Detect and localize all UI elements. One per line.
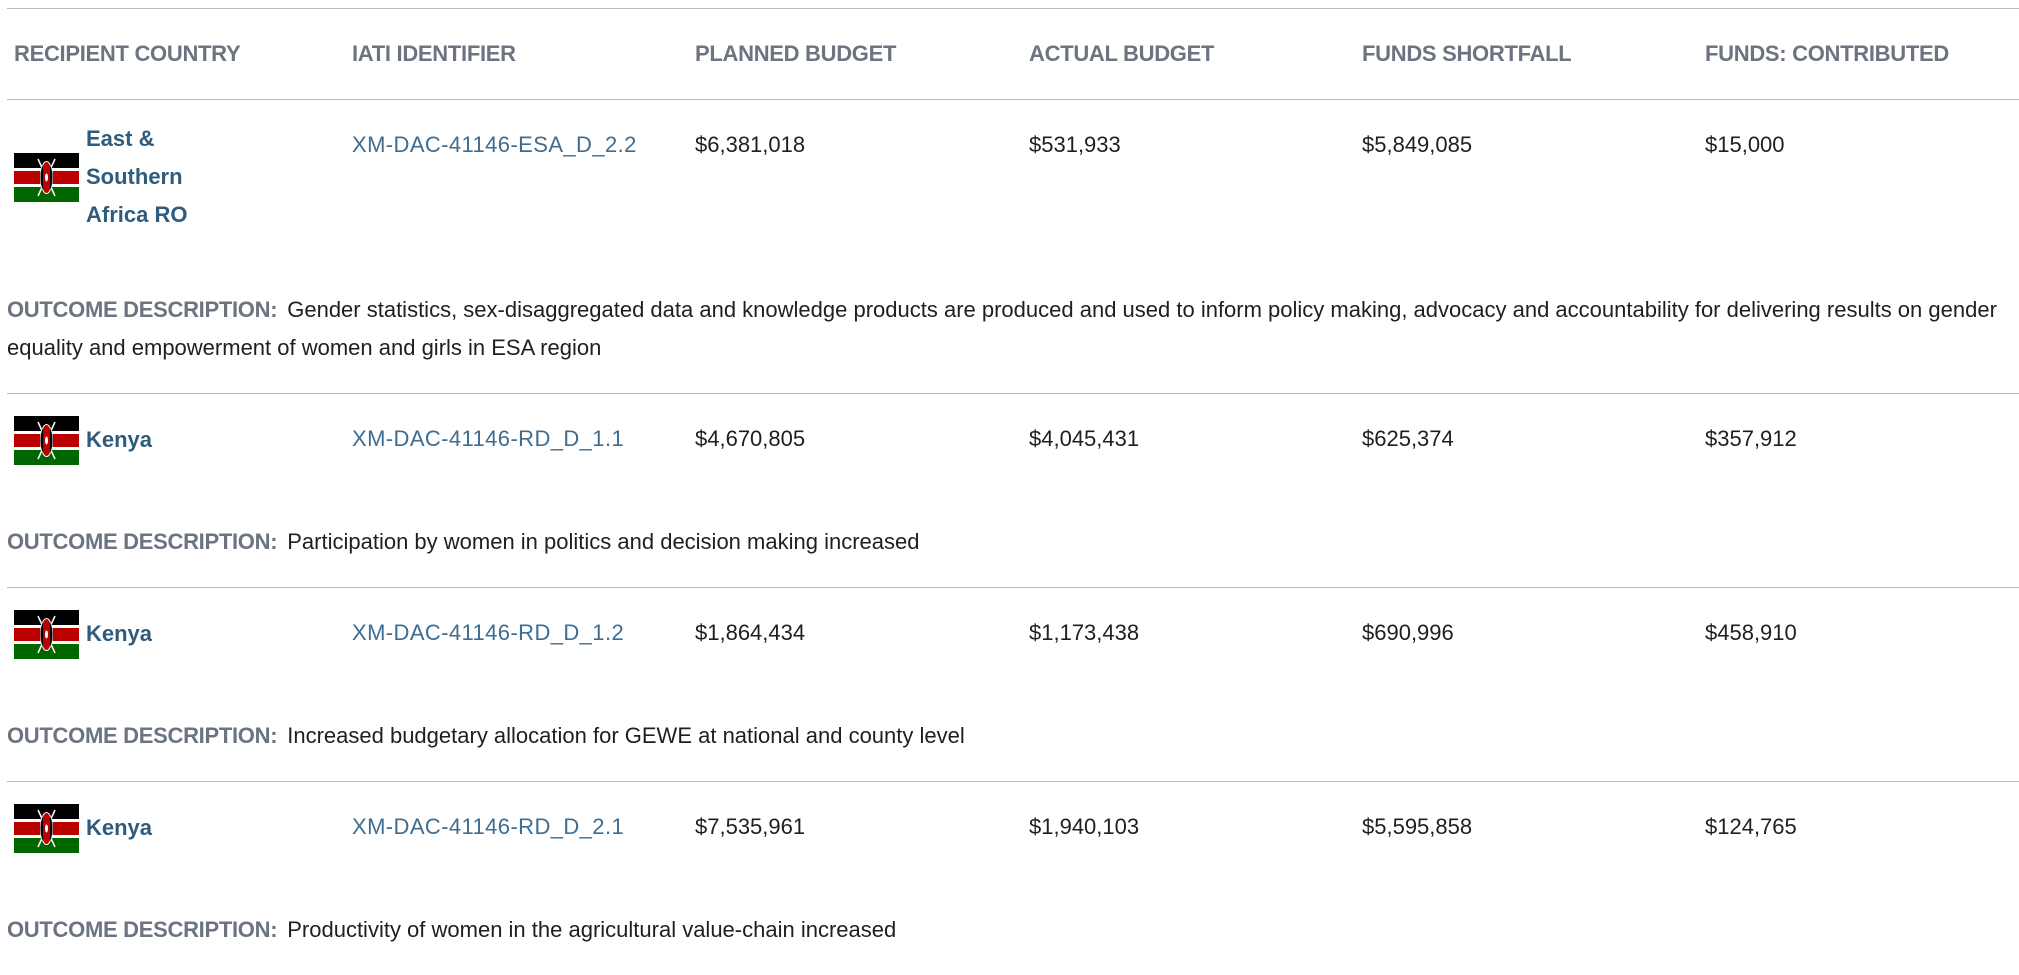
budget-value: $5,849,085 [1362,132,1473,157]
row-cells: Kenya XM-DAC-41146-RD_D_1.2 $1,864,434 $1,1… [7,608,2019,660]
budget-value: $7,535,961 [695,814,806,839]
column-header: RECIPIENT COUNTRY [14,41,241,66]
kenya-flag [14,415,79,465]
budget-value: $458,910 [1705,620,1797,645]
budget-value: $531,933 [1029,132,1121,157]
country-link[interactable]: East & Southern Africa RO [86,126,188,227]
country-cell: Kenya [14,414,352,466]
kenya-flag [14,609,79,659]
iati-link[interactable]: XM-DAC-41146-ESA_D_2.2 [352,132,637,157]
budget-value: $690,996 [1362,620,1454,645]
budget-value: $6,381,018 [695,132,806,157]
budget-value: $124,765 [1705,814,1797,839]
kenya-flag [14,803,79,853]
outcome-description: OUTCOME DESCRIPTION: Increased budgetary … [7,717,2019,755]
divider [7,0,2019,9]
iati-link[interactable]: XM-DAC-41146-RD_D_1.1 [352,426,625,451]
iati-link[interactable]: XM-DAC-41146-RD_D_1.2 [352,620,625,645]
table-header: RECIPIENT COUNTRY IATI IDENTIFIER PLANNED … [7,9,2019,100]
iati-cell: XM-DAC-41146-RD_D_1.1 [352,414,695,466]
budget-value: $357,912 [1705,426,1797,451]
budget-value: $1,173,438 [1029,620,1140,645]
country-link[interactable]: Kenya [86,427,153,452]
budget-value: $4,045,431 [1029,426,1140,451]
column-header: PLANNED BUDGET [695,41,897,66]
column-header: ACTUAL BUDGET [1029,41,1215,66]
budget-value: $15,000 [1705,132,1785,157]
outcome-text: Gender statistics, sex-disaggregated dat… [7,297,1997,360]
budget-value: $1,864,434 [695,620,806,645]
row-cells: Kenya XM-DAC-41146-RD_D_1.1 $4,670,805 $4,0… [7,414,2019,466]
row-cells: East & Southern Africa RO XM-DAC-41146-ES… [7,120,2019,234]
iati-link[interactable]: XM-DAC-41146-RD_D_2.1 [352,814,625,839]
table-row: Kenya XM-DAC-41146-RD_D_1.2 $1,864,434 $1,1… [7,588,2019,782]
column-header: IATI IDENTIFIER [352,41,516,66]
column-header: FUNDS: CONTRIBUTED [1705,41,1949,66]
budget-value: $4,670,805 [695,426,806,451]
table-row: Kenya XM-DAC-41146-RD_D_2.1 $7,535,961 $1,9… [7,782,2019,975]
budget-value: $1,940,103 [1029,814,1140,839]
outcome-description: OUTCOME DESCRIPTION: Gender statistics, s… [7,291,2019,367]
country-link[interactable]: Kenya [86,815,153,840]
iati-cell: XM-DAC-41146-ESA_D_2.2 [352,120,695,234]
kenya-flag [14,152,79,202]
outcome-label: OUTCOME DESCRIPTION: [7,917,278,942]
budget-value: $625,374 [1362,426,1454,451]
country-cell: East & Southern Africa RO [14,120,352,234]
outcome-label: OUTCOME DESCRIPTION: [7,723,278,748]
budget-value: $5,595,858 [1362,814,1473,839]
outcome-text: Productivity of women in the agricultura… [287,917,897,942]
column-header: FUNDS SHORTFALL [1362,41,1572,66]
table-row: East & Southern Africa RO XM-DAC-41146-ES… [7,100,2019,394]
row-cells: Kenya XM-DAC-41146-RD_D_2.1 $7,535,961 $1,9… [7,802,2019,854]
iati-cell: XM-DAC-41146-RD_D_2.1 [352,802,695,854]
outcome-label: OUTCOME DESCRIPTION: [7,529,278,554]
country-cell: Kenya [14,802,352,854]
outcome-description: OUTCOME DESCRIPTION: Participation by wom… [7,523,2019,561]
table-row: Kenya XM-DAC-41146-RD_D_1.1 $4,670,805 $4,0… [7,394,2019,588]
outcome-label: OUTCOME DESCRIPTION: [7,297,278,322]
outcome-text: Increased budgetary allocation for GEWE … [287,723,965,748]
country-cell: Kenya [14,608,352,660]
outcome-description: OUTCOME DESCRIPTION: Productivity of wome… [7,911,2019,949]
iati-cell: XM-DAC-41146-RD_D_1.2 [352,608,695,660]
outcome-text: Participation by women in politics and d… [287,529,920,554]
country-link[interactable]: Kenya [86,621,153,646]
table-body: East & Southern Africa RO XM-DAC-41146-ES… [7,100,2019,975]
